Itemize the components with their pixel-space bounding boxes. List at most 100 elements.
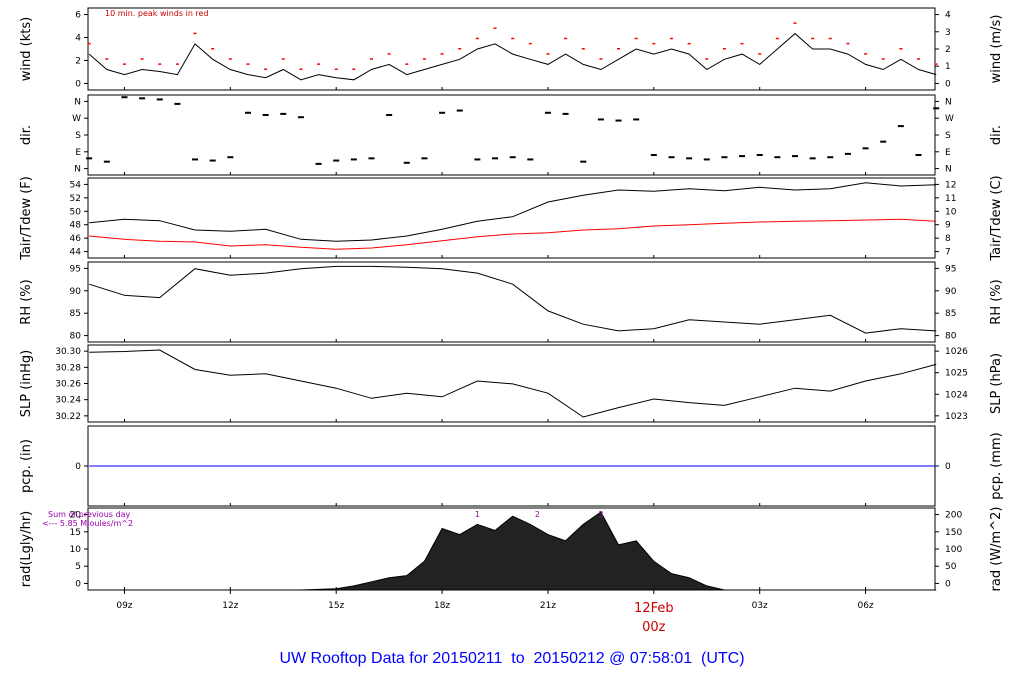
- dir-point: [897, 125, 904, 128]
- left-tick-label-rh: 85: [70, 309, 81, 319]
- dir-point: [280, 112, 287, 115]
- ylabel-left-temp: Tair/Tdew (F): [19, 176, 34, 261]
- dir-point: [562, 112, 569, 115]
- rad-sum-annotation: Sum of previous day: [48, 510, 130, 519]
- panel-frame-dir: [87, 94, 936, 176]
- series-line-tair: [89, 182, 937, 242]
- panel-frame-wind: [87, 7, 936, 91]
- peak-wind-point: [775, 37, 779, 40]
- dir-point: [580, 160, 587, 163]
- peak-wind-point: [175, 63, 179, 65]
- series-line-rh: [89, 265, 937, 334]
- left-tick-label-slp: 30.22: [55, 412, 81, 422]
- right-tick-label-temp: 10: [945, 207, 957, 217]
- right-tick-label-dir: E: [945, 148, 951, 158]
- left-tick-label-dir: N: [74, 165, 81, 175]
- right-tick-label-dir: N: [945, 165, 952, 175]
- peak-wind-point: [881, 58, 885, 60]
- dir-point: [262, 114, 269, 116]
- ylabel-right-rh: RH (%): [989, 279, 1004, 324]
- peak-wind-point: [299, 68, 303, 70]
- peak-wind-point: [211, 48, 215, 50]
- right-tick-label-wind: 4: [945, 11, 951, 21]
- left-tick-label-rh: 90: [70, 287, 82, 297]
- peak-wind-point: [228, 58, 232, 60]
- peak-wind-point: [475, 37, 479, 40]
- left-tick-label-dir: S: [75, 131, 81, 141]
- peak-wind-point: [740, 42, 744, 45]
- left-tick-label-rh: 80: [70, 332, 82, 342]
- ylabel-left-pcp: pcp. (in): [19, 439, 34, 493]
- dir-point: [121, 96, 128, 99]
- dir-point: [86, 157, 93, 160]
- peak-wind-point: [405, 63, 409, 65]
- right-tick-label-rh: 90: [945, 287, 957, 297]
- dir-point: [544, 111, 551, 114]
- peak-wind-point: [105, 58, 109, 60]
- left-tick-label-temp: 44: [70, 248, 82, 258]
- right-tick-label-rh: 80: [945, 332, 957, 342]
- dir-point: [880, 140, 887, 143]
- right-tick-label-temp: 12: [945, 180, 956, 190]
- dir-point: [597, 118, 604, 121]
- dir-point: [650, 154, 657, 156]
- ylabel-right-rad: rad (W/m^2): [989, 507, 1004, 592]
- peak-wind-point: [934, 63, 938, 65]
- left-tick-label-dir: E: [75, 148, 81, 158]
- left-tick-label-slp: 30.24: [55, 396, 81, 406]
- dir-point: [492, 157, 499, 160]
- x-tick-label: 18z: [434, 601, 450, 611]
- rad-peak-label: 3: [598, 510, 603, 519]
- dir-point: [721, 156, 728, 159]
- peak-wind-point: [705, 58, 709, 60]
- left-tick-label-dir: N: [74, 97, 81, 107]
- peak-wind-point: [599, 58, 603, 60]
- dir-point: [209, 159, 216, 162]
- peak-wind-point: [264, 68, 268, 70]
- series-radiation-area: [89, 511, 937, 591]
- dir-point: [791, 155, 798, 158]
- peak-wind-point: [687, 42, 691, 45]
- peak-wind-point: [493, 27, 497, 29]
- right-tick-label-rad: 0: [945, 579, 951, 589]
- left-tick-label-temp: 54: [70, 180, 82, 190]
- peak-wind-point: [158, 63, 162, 65]
- right-tick-label-temp: 9: [945, 221, 951, 231]
- right-tick-label-slp: 1025: [945, 369, 968, 379]
- dir-point: [386, 114, 393, 116]
- dir-point: [809, 157, 816, 160]
- right-tick-label-rad: 150: [945, 528, 962, 538]
- right-tick-label-dir: W: [945, 114, 954, 124]
- peak-wind-point: [458, 48, 462, 50]
- right-tick-label-rh: 85: [945, 309, 956, 319]
- x-tick-label: 12z: [222, 601, 238, 611]
- peak-wind-point: [440, 53, 444, 55]
- panel-frame-rh: [87, 261, 936, 343]
- right-tick-label-slp: 1026: [945, 347, 968, 357]
- left-tick-label-wind: 4: [75, 34, 81, 44]
- dir-point: [668, 156, 675, 159]
- left-tick-label-temp: 50: [70, 207, 82, 217]
- left-tick-label-rad: 10: [70, 545, 82, 555]
- peak-wind-point: [793, 22, 797, 24]
- peak-wind-point: [528, 42, 532, 45]
- dir-point: [527, 158, 534, 161]
- dir-point: [686, 157, 693, 160]
- peak-wind-point: [317, 63, 321, 65]
- peak-wind-point: [864, 53, 868, 55]
- peak-wind-point: [387, 53, 391, 55]
- peak-wind-point: [422, 58, 426, 60]
- dir-point: [474, 158, 481, 161]
- ylabel-left-dir: dir.: [19, 125, 34, 145]
- x-tick-label: 21z: [540, 601, 556, 611]
- dir-point: [739, 155, 746, 158]
- x-date-label: 12Feb: [634, 601, 674, 616]
- dir-point: [156, 98, 163, 101]
- peak-wind-point: [334, 68, 338, 70]
- dir-point: [915, 154, 922, 156]
- ylabel-right-dir: dir.: [989, 125, 1004, 145]
- peak-wind-point: [122, 63, 126, 65]
- peak-wind-point: [846, 42, 850, 45]
- rad-peak-label: 2: [535, 510, 540, 519]
